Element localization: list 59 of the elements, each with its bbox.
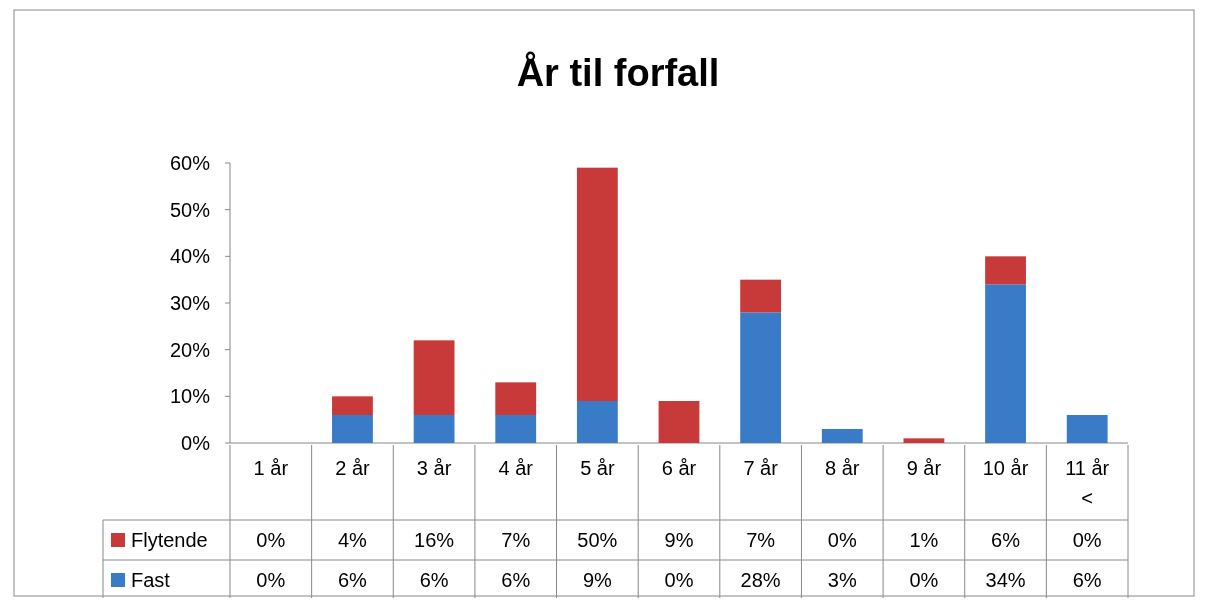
x-tick-label: 2 år xyxy=(335,457,371,479)
bar xyxy=(740,279,782,313)
data-label: 0% xyxy=(909,569,939,591)
data-label: 7% xyxy=(501,529,531,551)
data-label: 9% xyxy=(582,569,613,591)
bar xyxy=(740,312,782,443)
bar xyxy=(985,256,1026,285)
x-tick-label: 4 år xyxy=(498,457,534,479)
data-label: 9% xyxy=(664,529,694,551)
x-tick-label: 6 år xyxy=(661,457,697,479)
data-label: 7% xyxy=(746,529,776,551)
x-tick-label: 7 år xyxy=(743,457,779,479)
data-label: 1% xyxy=(909,529,939,551)
bar xyxy=(495,415,537,443)
bar xyxy=(985,284,1026,443)
x-tick-label: 8 år xyxy=(825,457,860,479)
x-tick-label: 1 år xyxy=(253,457,289,479)
bar xyxy=(821,429,863,443)
data-label: 0% xyxy=(256,569,286,591)
y-tick-label: 20% xyxy=(169,338,211,361)
data-label: 6% xyxy=(991,529,1021,551)
x-tick-label: 9 år xyxy=(906,457,942,479)
chart-title: År til forfall xyxy=(516,51,720,94)
bar xyxy=(576,401,618,443)
y-tick-label: 10% xyxy=(169,385,211,408)
data-label: 0% xyxy=(664,569,694,591)
data-label: 6% xyxy=(338,569,368,591)
y-tick-label: 60% xyxy=(169,152,211,174)
bar xyxy=(495,382,537,415)
data-label: 34% xyxy=(985,569,1026,591)
x-tick-label: 11 år < xyxy=(1065,457,1110,509)
bar xyxy=(1066,415,1108,443)
bar xyxy=(413,340,455,415)
bar xyxy=(658,401,700,443)
data-label: 6% xyxy=(1072,569,1102,591)
y-tick-label: 40% xyxy=(169,245,211,268)
data-label: 28% xyxy=(740,569,781,591)
bar xyxy=(332,415,373,443)
y-tick-label: 50% xyxy=(169,198,211,221)
x-tick-label: 3 år xyxy=(416,457,452,479)
x-tick-label: 10 år xyxy=(982,457,1029,479)
y-tick-label: 0% xyxy=(181,432,211,454)
data-label: 0% xyxy=(1072,529,1102,551)
bar xyxy=(413,415,455,443)
data-label: 50% xyxy=(577,529,618,551)
x-tick-label: 5 år xyxy=(580,457,615,479)
bar xyxy=(903,438,945,443)
data-label: 6% xyxy=(419,569,449,591)
data-label: 3% xyxy=(827,569,857,591)
data-label: 6% xyxy=(501,569,531,591)
legend-label: Flytende xyxy=(131,529,208,551)
data-label: 16% xyxy=(414,529,455,551)
y-tick-label: 30% xyxy=(169,292,211,314)
bar xyxy=(576,167,618,401)
data-label: 0% xyxy=(827,529,857,551)
legend-label: Fast xyxy=(131,569,171,591)
data-label: 0% xyxy=(256,529,286,551)
bar xyxy=(332,396,373,415)
data-label: 4% xyxy=(338,529,368,551)
